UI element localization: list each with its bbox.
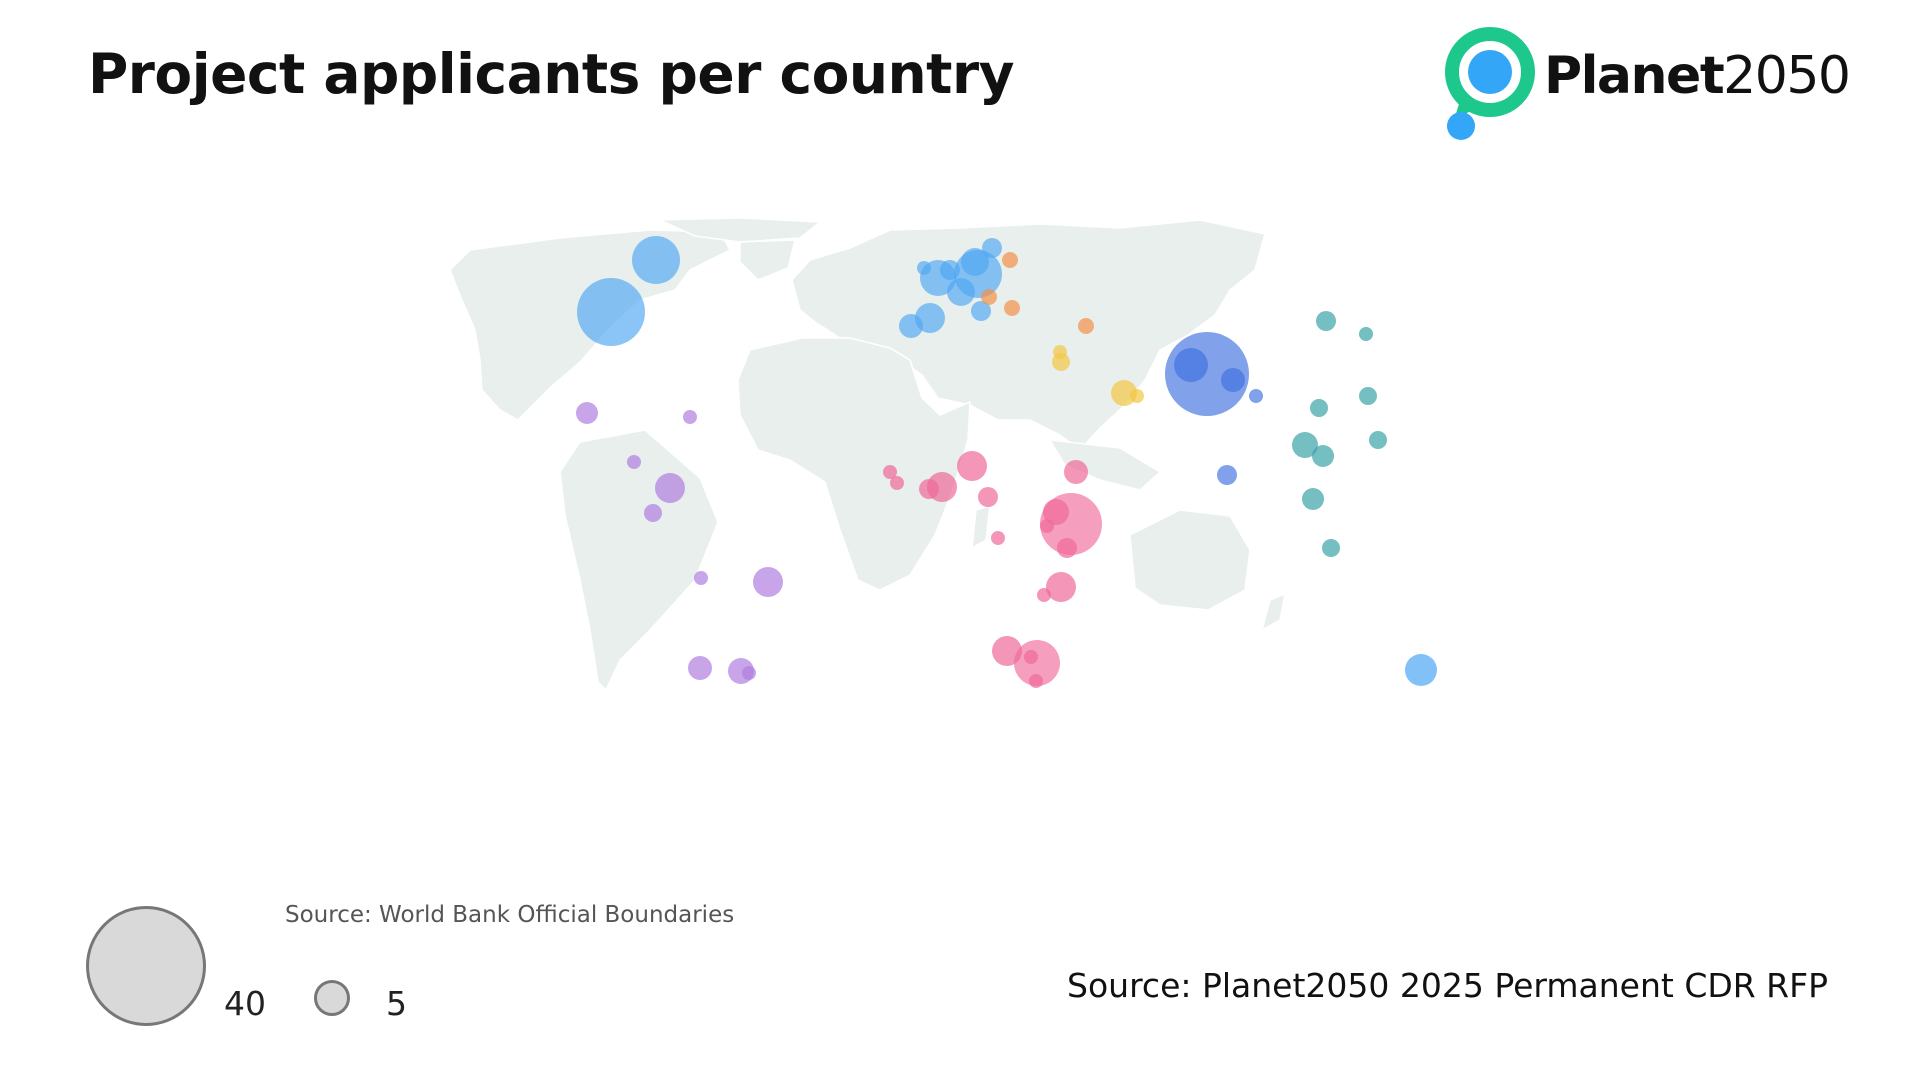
world-map: [440, 210, 1580, 815]
land-south-america: [559, 429, 719, 692]
bubble-china: [1316, 311, 1336, 331]
bubble-ecuador: [644, 504, 662, 522]
bubble-chile: [688, 656, 712, 680]
bubble-france: [947, 278, 975, 306]
bubble-hungary: [981, 289, 997, 305]
bubble-sweden: [982, 238, 1002, 258]
bubble-botswana: [1024, 650, 1038, 664]
bubble-cameroon: [978, 487, 998, 507]
legend-small-circle: [314, 980, 350, 1016]
bubble-pakistan: [1174, 348, 1208, 382]
bubble-bolivia: [694, 571, 708, 585]
bubble-uruguay: [742, 666, 756, 680]
land-australia: [1129, 509, 1251, 611]
bubble-brazil: [753, 567, 783, 597]
land-masses: [449, 217, 1286, 692]
pin-icon: [1445, 27, 1535, 140]
applicant-bubbles: [576, 236, 1437, 688]
bubble-oman: [1130, 389, 1144, 403]
bubble-italy: [971, 301, 991, 321]
bubble-ethiopia: [1064, 460, 1088, 484]
legend-small-label: 5: [386, 984, 407, 1023]
bubble-uganda: [1043, 499, 1069, 525]
bubble-korea: [1359, 327, 1373, 341]
bubble-mexico: [576, 402, 598, 424]
land-africa: [737, 337, 971, 591]
bubble-taiwan: [1359, 387, 1377, 405]
bubble-sri-lanka: [1217, 465, 1237, 485]
bubble-greece: [1004, 300, 1020, 316]
bubble-lesotho: [1029, 674, 1043, 688]
bubble-bangladesh: [1221, 368, 1245, 392]
bubble-cambodia: [1312, 445, 1334, 467]
page-title: Project applicants per country: [88, 42, 1014, 106]
bubble-philippines: [1369, 431, 1387, 449]
bubble-sierra-leone: [890, 476, 904, 490]
bubble-drc: [991, 531, 1005, 545]
bubble-australia: [1405, 654, 1437, 686]
bubble-jordan: [1052, 353, 1070, 371]
bubble-costa-rica: [627, 455, 641, 469]
bubble-nigeria: [957, 451, 987, 481]
legend-large-circle: [86, 906, 206, 1026]
bubble-dominican-republic: [683, 410, 697, 424]
planet2050-logo: Planet2050: [1440, 22, 1851, 142]
bubble-thailand: [1292, 432, 1318, 458]
brand-light: 2050: [1723, 46, 1851, 106]
bubble-indonesia: [1322, 539, 1340, 557]
bubble-vietnam: [1310, 399, 1328, 417]
bubble-tanzania: [1057, 538, 1077, 558]
land-southeast-asia: [1048, 439, 1162, 491]
bubble-malawi: [1046, 572, 1076, 602]
bubble-netherlands: [940, 260, 960, 280]
land-madagascar: [971, 504, 991, 550]
land-new-zealand: [1260, 592, 1286, 632]
bubble-colombia: [655, 473, 685, 503]
bubble-ireland: [917, 261, 931, 275]
bubble-rwanda: [1040, 519, 1054, 533]
size-legend: 40 5: [86, 906, 486, 1026]
bubble-uae: [1111, 380, 1137, 406]
bubble-senegal: [883, 465, 897, 479]
legend-large-label: 40: [224, 984, 266, 1023]
bubble-zambia: [1037, 588, 1051, 602]
land-eurasia: [791, 219, 1266, 452]
bubble-south-africa: [1014, 640, 1060, 686]
bubble-usa: [577, 278, 645, 346]
bubble-togo: [927, 472, 957, 502]
map-source-note: Source: World Bank Official Boundaries: [285, 902, 735, 928]
bubble-poland: [1002, 252, 1018, 268]
bubble-myanmar: [1249, 389, 1263, 403]
bubble-denmark: [961, 248, 989, 276]
land-arctic: [659, 217, 823, 243]
land-greenland: [739, 239, 796, 281]
bubble-malaysia: [1302, 488, 1324, 510]
bubble-canada: [632, 236, 680, 284]
source-note: Source: Planet2050 2025 Permanent CDR RF…: [1067, 966, 1828, 1005]
bubble-portugal: [899, 314, 923, 338]
bubble-turkey: [1078, 318, 1094, 334]
brand-name: Planet2050: [1544, 46, 1851, 106]
brand-bold: Planet: [1544, 46, 1725, 106]
